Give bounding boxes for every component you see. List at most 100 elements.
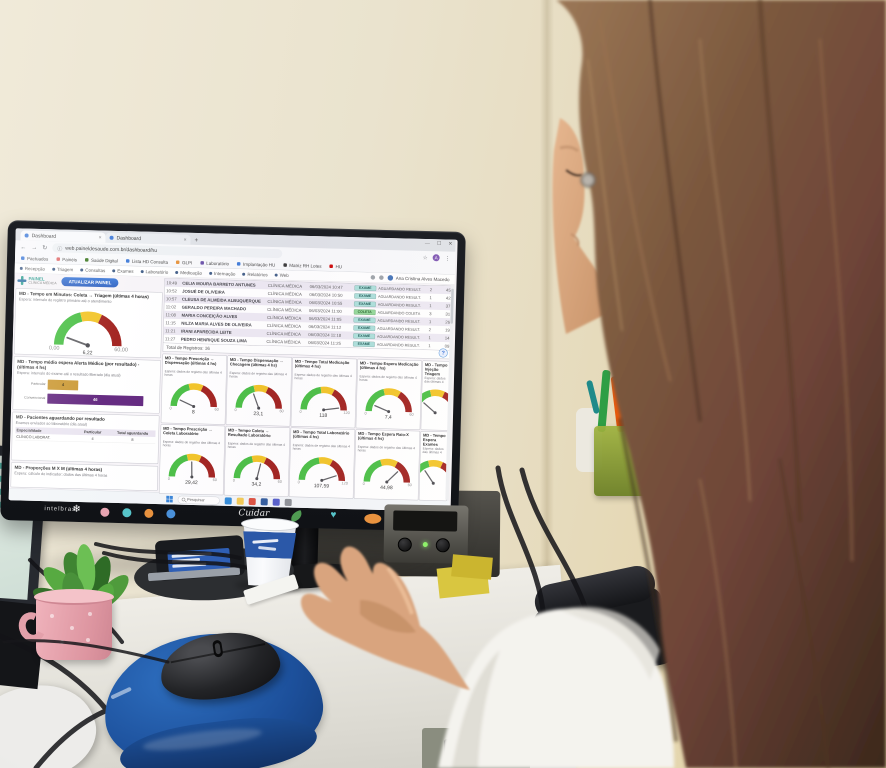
bookmark-item[interactable]: Lista HD Consulta: [125, 258, 168, 265]
bookmark-favicon: [329, 264, 334, 269]
bookmark-item[interactable]: Pactuados: [20, 256, 48, 261]
gauge-value: 29,42: [185, 479, 198, 486]
bookmark-item[interactable]: Laboratório: [200, 260, 229, 266]
menubar-item[interactable]: Medicação: [175, 270, 202, 275]
menubar-item[interactable]: Triagem: [51, 266, 73, 272]
svg-text:120: 120: [341, 481, 347, 485]
patients-table: 10:49 CELIA MOURA BARRETO ANTUNES CLÍNIC…: [162, 278, 453, 351]
menubar-item[interactable]: Web: [274, 272, 289, 278]
menubar-item-icon: [19, 266, 23, 270]
menubar-item[interactable]: Consultas: [80, 267, 105, 273]
svg-text:0: 0: [234, 408, 236, 412]
bookmark-favicon: [237, 262, 241, 266]
dashboard-page: PAINEL CLÍNICA MÉDICA ATUALIZAR PAINEL M…: [8, 273, 455, 502]
gain-knob: [435, 538, 450, 553]
gauge-card: MD - Tempo Injeção Triagem (últimas 4 hs…: [420, 360, 451, 431]
bookmark-item[interactable]: Saúde Digital: [84, 257, 118, 263]
sticky-notes: [451, 554, 493, 580]
gauge-value: 44,98: [380, 484, 393, 491]
back-icon[interactable]: ←: [20, 243, 27, 251]
bar-row: Convencional 46: [16, 393, 156, 407]
gauge-card: MD - Tempo Dispensação → Checagem (últim…: [225, 355, 293, 427]
gauge-card: MD - Tempo Prescrição → Dispensação (últ…: [160, 353, 228, 425]
device-led: [422, 541, 428, 548]
forward-icon[interactable]: →: [31, 243, 38, 251]
url-text: web.paineldesaude.com.br/dashboard/hu: [65, 245, 158, 254]
bookmark-favicon: [175, 260, 180, 265]
bookmark-item[interactable]: HU: [329, 264, 342, 269]
tab-close-icon[interactable]: ×: [98, 234, 102, 241]
menubar-item[interactable]: Internação: [209, 271, 235, 276]
gauge-card: MD - Tempo Espera Raio-X (últimas 4 hs) …: [353, 429, 421, 501]
orange-oval-sticker: [364, 513, 382, 524]
tab-title: Dashboard: [116, 235, 142, 242]
bookmark-favicon: [84, 258, 89, 262]
svg-text:0: 0: [299, 410, 301, 414]
taskbar-app-icon[interactable]: [272, 498, 280, 506]
svg-text:60: 60: [212, 478, 216, 482]
minimize-button[interactable]: —: [424, 240, 430, 247]
refresh-panel-button[interactable]: ATUALIZAR PAINEL: [61, 277, 119, 288]
mini-table: Especialidade Particular Total aguardand…: [15, 426, 156, 444]
gauge-chart: 0 120: [297, 457, 348, 485]
menubar-item-icon: [274, 273, 278, 277]
notification-icon[interactable]: [370, 275, 376, 280]
menubar-item-icon: [112, 269, 116, 273]
bookmark-favicon: [125, 259, 130, 263]
gauge-value: 7,4: [384, 414, 392, 421]
menubar-item-icon: [140, 269, 144, 273]
taskbar-app-icon[interactable]: [224, 497, 232, 505]
reload-icon[interactable]: ↻: [42, 243, 48, 252]
taskbar-app-icon[interactable]: [248, 497, 256, 505]
teal-circle-sticker: [122, 508, 132, 518]
bar-row: Particular 4: [17, 379, 157, 393]
gauge-value: 107,59: [313, 483, 330, 490]
gauge-card: MD - Tempo Espera Medicação (últimas 4 h…: [355, 358, 422, 430]
svg-text:60: 60: [277, 480, 281, 484]
maximize-button[interactable]: ☐: [436, 240, 442, 247]
svg-text:0: 0: [297, 480, 299, 484]
user-chip[interactable]: Ana Cristina Alves Macedo: [387, 275, 450, 282]
menubar-item-icon: [242, 272, 246, 276]
h-bar: 46: [47, 393, 144, 406]
print-icon[interactable]: [379, 275, 384, 280]
status-badge: EXAME: [353, 316, 376, 323]
gauge-card: MD - Tempo Total Medicação (últimas 4 hs…: [290, 357, 357, 429]
snowflake-sticker-icon: ❄: [72, 503, 81, 516]
heart-sticker-icon: ♥: [330, 509, 337, 521]
status-badge: EXAME: [352, 340, 375, 347]
bookmark-item[interactable]: Painéis: [56, 257, 77, 262]
menubar-item[interactable]: Laboratório: [140, 269, 168, 275]
svg-text:0: 0: [232, 479, 234, 483]
menubar-item[interactable]: Recepção: [19, 266, 45, 271]
browser-avatar[interactable]: A: [432, 254, 440, 262]
bookmark-item[interactable]: Matriz RH Lotes: [283, 263, 322, 269]
menubar-item[interactable]: Relatórios: [242, 271, 268, 277]
gauge-row-1: MD - Tempo Prescrição → Dispensação (últ…: [160, 353, 453, 431]
browser-window: Dashboard × Dashboard × + — ☐ ✕: [8, 228, 456, 512]
bookmark-item[interactable]: GLPI: [175, 260, 192, 265]
taskbar-app-icon[interactable]: [260, 498, 268, 506]
bookmark-star-icon[interactable]: ☆: [422, 254, 428, 261]
tab-favicon: [109, 235, 114, 240]
close-button[interactable]: ✕: [448, 241, 453, 247]
menubar-item[interactable]: Exames: [112, 268, 134, 274]
site-info-icon[interactable]: ⓘ: [57, 246, 63, 252]
tab-close-icon[interactable]: ×: [183, 236, 187, 243]
gauge-chart: 060: [420, 389, 451, 415]
bookmark-favicon: [283, 263, 287, 267]
bookmark-favicon: [200, 261, 204, 265]
gauge-row-2: MD - Tempo Prescrição → Coleta Laboratór…: [158, 423, 451, 502]
svg-text:0: 0: [169, 406, 171, 410]
volume-knob: [397, 537, 412, 552]
new-tab-button[interactable]: +: [194, 235, 199, 244]
scrollbar-thumb[interactable]: [450, 288, 454, 324]
taskbar-app-icon[interactable]: [284, 498, 292, 506]
browser-menu-icon[interactable]: ⋮: [444, 255, 451, 262]
bookmark-item[interactable]: Implantação HU: [237, 261, 275, 267]
windows-start-icon[interactable]: [165, 495, 173, 503]
taskbar-app-icon[interactable]: [236, 497, 244, 505]
taskbar-search[interactable]: Pesquisar: [177, 495, 220, 505]
